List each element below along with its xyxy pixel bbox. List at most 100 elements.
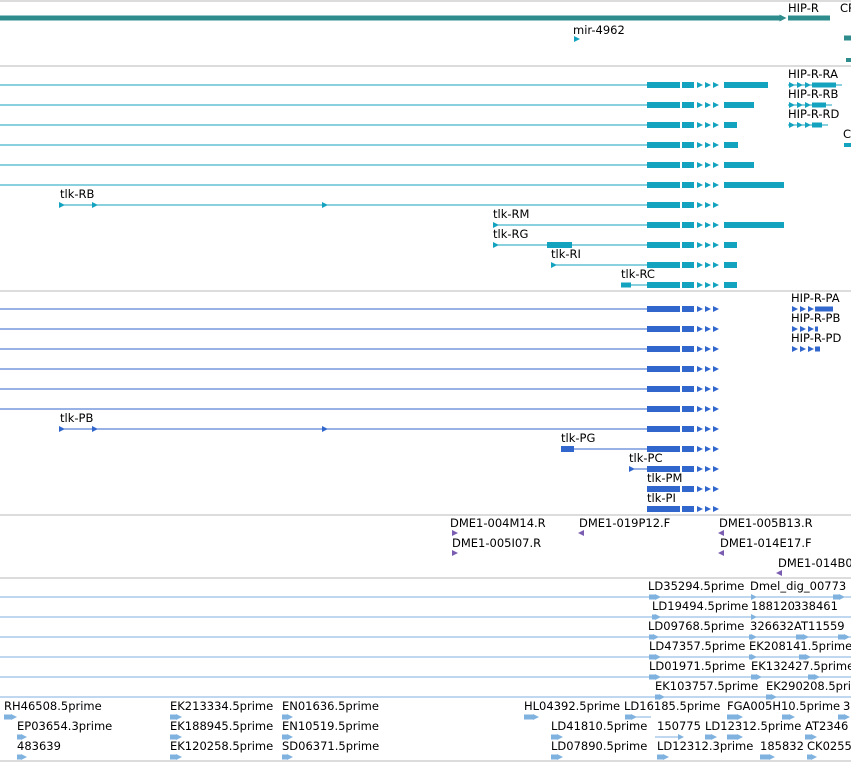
strand-arrow-right[interactable]	[797, 82, 803, 88]
exon-block[interactable]	[682, 122, 694, 128]
feature-label[interactable]: tlk-RG	[493, 227, 528, 241]
strand-arrow-right[interactable]	[814, 674, 820, 680]
exon-block[interactable]	[649, 674, 656, 680]
feature-label[interactable]: 483639	[17, 739, 61, 753]
strand-arrow-right[interactable]	[713, 486, 719, 492]
strand-arrow-right[interactable]	[769, 754, 775, 760]
strand-arrow-right[interactable]	[653, 634, 659, 640]
exon-block[interactable]	[782, 714, 790, 720]
exon-block[interactable]	[682, 282, 694, 288]
exon-block[interactable]	[17, 734, 22, 740]
strand-arrow-right[interactable]	[808, 346, 814, 352]
strand-arrow-right[interactable]	[751, 594, 757, 600]
strand-arrow-right[interactable]	[811, 754, 817, 760]
feature-label[interactable]: tlk-PB	[60, 411, 93, 425]
strand-arrow-right[interactable]	[789, 82, 795, 88]
feature-label[interactable]: AT11559	[794, 619, 845, 633]
exon-block[interactable]	[833, 594, 840, 600]
strand-arrow-right[interactable]	[797, 122, 803, 128]
strand-arrow-right[interactable]	[713, 242, 719, 248]
exon-block[interactable]	[682, 142, 694, 148]
strand-arrow-right[interactable]	[844, 634, 850, 640]
exon-block[interactable]	[652, 614, 656, 620]
exon-block[interactable]	[647, 426, 680, 432]
exon-block[interactable]	[17, 754, 22, 760]
exon-block[interactable]	[682, 446, 694, 452]
strand-arrow-right[interactable]	[811, 734, 817, 740]
exon-block[interactable]	[682, 386, 694, 392]
strand-arrow-right[interactable]	[805, 654, 811, 660]
feature-label[interactable]: LD01971.5prime	[649, 659, 745, 673]
feature-label[interactable]: DME1-004M14.R	[450, 516, 546, 530]
strand-arrow-left[interactable]	[718, 550, 724, 556]
exon-block[interactable]	[647, 366, 680, 372]
strand-arrow-right[interactable]	[713, 366, 719, 372]
strand-arrow-right[interactable]	[713, 326, 719, 332]
strand-arrow-right[interactable]	[697, 366, 703, 372]
strand-arrow-right[interactable]	[697, 326, 703, 332]
strand-arrow-right[interactable]	[697, 346, 703, 352]
strand-arrow-right[interactable]	[789, 714, 795, 720]
strand-arrow-right[interactable]	[92, 426, 98, 432]
strand-arrow-right[interactable]	[176, 714, 182, 720]
strand-arrow-right[interactable]	[705, 446, 711, 452]
exon-block[interactable]	[838, 714, 845, 720]
exon-block[interactable]	[682, 162, 694, 168]
feature-label[interactable]: EN10519.5prime	[282, 719, 379, 733]
strand-arrow-left[interactable]	[718, 530, 724, 536]
strand-arrow-right[interactable]	[697, 426, 703, 432]
exon-block[interactable]	[727, 734, 738, 740]
strand-arrow-right[interactable]	[705, 82, 711, 88]
feature-label[interactable]: EP03654.3prime	[17, 719, 112, 733]
strand-arrow-right[interactable]	[705, 162, 711, 168]
strand-arrow-right[interactable]	[655, 674, 661, 680]
strand-arrow-right[interactable]	[737, 734, 743, 740]
exon-block[interactable]	[766, 694, 772, 700]
exon-block[interactable]	[724, 242, 737, 248]
strand-arrow-right[interactable]	[805, 102, 811, 108]
exon-block[interactable]	[0, 15, 782, 21]
feature-label[interactable]: 185832	[760, 739, 804, 753]
exon-block[interactable]	[625, 714, 632, 720]
feature-label[interactable]: Dmel_dig_00773	[750, 579, 846, 593]
exon-block[interactable]	[647, 486, 680, 492]
strand-arrow-right[interactable]	[287, 714, 293, 720]
exon-block[interactable]	[647, 162, 680, 168]
strand-arrow-right[interactable]	[697, 282, 703, 288]
strand-arrow-right[interactable]	[287, 734, 293, 740]
exon-block[interactable]	[846, 58, 851, 62]
strand-arrow-right[interactable]	[705, 386, 711, 392]
feature-label[interactable]: tlk-RM	[493, 207, 529, 221]
strand-arrow-right[interactable]	[713, 142, 719, 148]
exon-block[interactable]	[647, 222, 680, 228]
strand-arrow-right[interactable]	[629, 466, 635, 472]
strand-arrow-right[interactable]	[713, 386, 719, 392]
feature-label[interactable]: tlk-RC	[621, 267, 655, 281]
exon-block[interactable]	[282, 714, 288, 720]
feature-label[interactable]: mir-4962	[573, 23, 625, 37]
strand-arrow-right[interactable]	[713, 306, 719, 312]
feature-label[interactable]: 150775	[657, 719, 701, 733]
exon-block[interactable]	[805, 734, 812, 740]
strand-arrow-right[interactable]	[705, 486, 711, 492]
strand-arrow-right[interactable]	[751, 634, 757, 640]
strand-arrow-right[interactable]	[789, 122, 795, 128]
strand-arrow-right[interactable]	[655, 654, 661, 660]
strand-arrow-right[interactable]	[705, 306, 711, 312]
strand-arrow-right[interactable]	[713, 102, 719, 108]
feature-label[interactable]: HL04392.5prime	[524, 699, 620, 713]
exon-block[interactable]	[682, 306, 694, 312]
feature-label[interactable]: RH46508.5prime	[4, 699, 102, 713]
strand-arrow-right[interactable]	[713, 122, 719, 128]
strand-arrow-right[interactable]	[59, 426, 65, 432]
exon-block[interactable]	[724, 162, 754, 168]
feature-label[interactable]: LD12312.3prime	[657, 739, 753, 753]
exon-block[interactable]	[682, 486, 694, 492]
exon-block[interactable]	[170, 734, 177, 740]
exon-block[interactable]	[724, 142, 738, 148]
strand-arrow-right[interactable]	[705, 326, 711, 332]
feature-label[interactable]: tlk-PC	[629, 451, 662, 465]
exon-block[interactable]	[682, 406, 694, 412]
strand-arrow-right[interactable]	[713, 426, 719, 432]
strand-arrow-right[interactable]	[697, 182, 703, 188]
